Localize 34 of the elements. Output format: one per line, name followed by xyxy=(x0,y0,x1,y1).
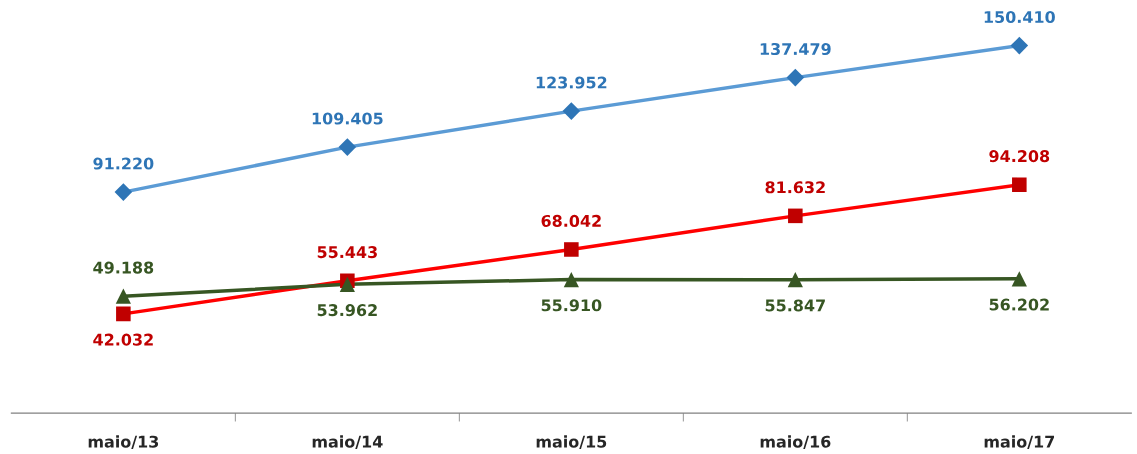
x-tick-label: maio/14 xyxy=(312,435,383,449)
x-tick-label: maio/15 xyxy=(536,435,607,449)
data-label: 56.202 xyxy=(989,298,1049,311)
data-label: 53.962 xyxy=(317,304,377,317)
data-label: 137.479 xyxy=(760,42,831,56)
point xyxy=(562,102,581,120)
data-label: 55.910 xyxy=(541,299,602,312)
point xyxy=(338,138,357,156)
point xyxy=(115,288,131,304)
data-label: 150.410 xyxy=(984,10,1055,24)
x-tick-label: maio/17 xyxy=(984,435,1055,449)
data-label: 123.952 xyxy=(536,76,607,89)
x-tick-label: maio/16 xyxy=(760,435,831,449)
point xyxy=(339,276,355,292)
point xyxy=(563,271,579,288)
data-label: 81.632 xyxy=(765,181,825,194)
data-label: 109.405 xyxy=(312,112,383,125)
data-label: 91.220 xyxy=(93,157,154,170)
data-label: 68.042 xyxy=(541,214,601,227)
data-label: 42.032 xyxy=(93,333,153,346)
x-tick-label: maio/13 xyxy=(88,435,159,449)
data-label: 94.208 xyxy=(989,150,1050,163)
point xyxy=(787,272,803,288)
data-label: 55.847 xyxy=(765,299,825,312)
point xyxy=(788,208,803,224)
point xyxy=(1010,36,1029,55)
point xyxy=(114,183,133,201)
data-label: 49.188 xyxy=(93,261,154,274)
point xyxy=(564,242,579,257)
data-label: 55.443 xyxy=(317,246,377,259)
point xyxy=(1012,177,1027,193)
point xyxy=(116,306,131,322)
point xyxy=(1011,271,1027,287)
point xyxy=(786,68,805,87)
